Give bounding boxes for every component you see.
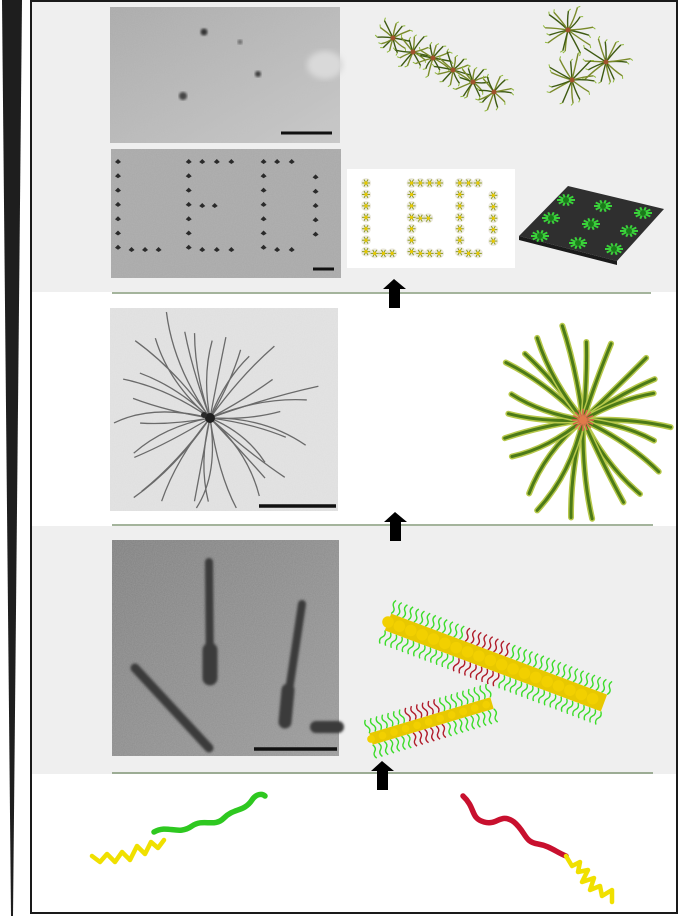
vertical-wedge-bar xyxy=(2,0,22,916)
polymer-chain-left xyxy=(89,791,268,865)
micrograph-star-micelle xyxy=(110,308,338,511)
up-arrow-icon xyxy=(383,279,406,308)
surface-schematic xyxy=(519,186,664,265)
schematic-star-triplet xyxy=(542,5,634,106)
up-arrow-icon xyxy=(384,512,407,541)
panel-bottom-background xyxy=(32,775,676,912)
schematic-pattern xyxy=(347,169,515,268)
micrograph-clusters xyxy=(110,7,343,143)
schematic-star-chain xyxy=(374,17,515,112)
figure-frame xyxy=(30,0,678,914)
micrograph-rod-micelles xyxy=(112,540,344,756)
schematic-rod-micelles xyxy=(364,599,613,759)
polymer-chain-right xyxy=(460,793,615,905)
micrograph-pattern xyxy=(111,149,341,278)
schematic-star-micelle xyxy=(501,322,674,522)
up-arrow-icon xyxy=(371,761,394,790)
